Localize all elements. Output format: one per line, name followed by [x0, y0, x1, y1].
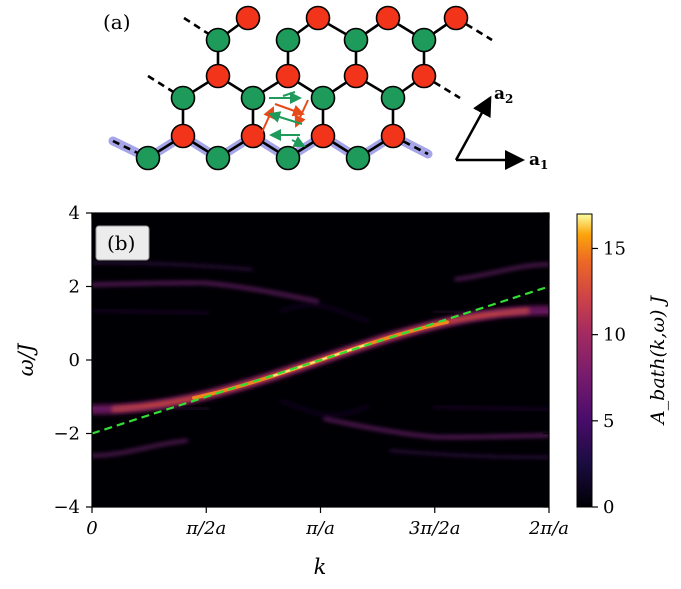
colorbar-tick-label: 10	[603, 325, 626, 346]
honeycomb-lattice	[112, 5, 493, 171]
spectral-band	[92, 406, 210, 410]
dashed-dispersion-line	[92, 285, 549, 435]
lattice-sites	[135, 5, 469, 171]
y-tick-label: 4	[69, 203, 80, 224]
x-tick-label: 0	[86, 518, 97, 539]
green-site	[135, 145, 161, 171]
red-site	[343, 63, 369, 89]
green-site	[380, 85, 406, 111]
red-site	[305, 5, 331, 31]
y-ticks: 4 2 0 −2 −4	[53, 203, 549, 518]
a2-label: a2	[494, 84, 513, 106]
y-tick-label: −4	[53, 497, 80, 518]
red-site	[375, 5, 401, 31]
hopping-loop	[261, 91, 309, 147]
y-axis-label: ω/J	[14, 342, 38, 376]
x-tick-label: π/2a	[185, 518, 226, 539]
spectral-band	[454, 263, 549, 281]
spectral-band	[92, 309, 210, 315]
colorbar-tick-label: 0	[603, 497, 614, 518]
green-site	[343, 27, 369, 53]
a1-label: a1	[529, 150, 548, 172]
green-site	[275, 145, 301, 171]
spectral-band	[92, 439, 189, 458]
colorbar-tick-label: 5	[603, 411, 614, 432]
panel-b-label-box	[95, 225, 150, 261]
red-site	[310, 123, 336, 149]
spectral-band	[432, 310, 549, 314]
panel-b-label: (b)	[107, 231, 135, 255]
spectral-band	[92, 261, 254, 271]
red-site	[205, 63, 231, 89]
colorbar-label: A_bath(k,ω) J	[647, 295, 669, 426]
green-site	[310, 85, 336, 111]
spectral-band	[92, 281, 320, 304]
a2-arrow	[454, 95, 492, 161]
y-tick-label: −2	[53, 424, 80, 445]
panel-a-label: (a)	[103, 10, 131, 34]
red-site	[443, 5, 469, 31]
colorbar-ticks: 0 5 10 15	[592, 238, 626, 518]
green-site	[205, 27, 231, 53]
spectral-band	[280, 400, 370, 417]
y-tick-label: 2	[69, 277, 80, 298]
red-site	[380, 123, 406, 149]
green-site	[275, 27, 301, 53]
green-site	[345, 145, 371, 171]
red-site	[240, 123, 266, 149]
lattice-vectors: a1 a2	[454, 84, 548, 172]
y-tick-label: 0	[69, 350, 80, 371]
colorbar-tick-label: 15	[603, 238, 626, 259]
green-site	[205, 145, 231, 171]
panel-b: 0 π/2a π/a 3π/2a 2π/a 4 2 0 −2 −4 (b) k ω/J 0 5 10…	[14, 203, 669, 579]
green-site	[170, 85, 196, 111]
colorbar	[576, 213, 593, 508]
panel-a: (a) a1 a2	[103, 5, 548, 172]
red-site	[170, 123, 196, 149]
x-tick-label: π/a	[305, 518, 335, 539]
x-ticks: 0 π/2a π/a 3π/2a 2π/a	[86, 213, 569, 539]
spectral-band	[280, 303, 370, 322]
x-tick-label: 3π/2a	[409, 518, 461, 539]
spectral-band	[323, 417, 549, 439]
x-tick-label: 2π/a	[528, 518, 569, 539]
green-site	[240, 85, 266, 111]
red-site	[411, 63, 437, 89]
green-site	[411, 27, 437, 53]
spectral-band	[432, 405, 549, 411]
x-axis-label: k	[314, 555, 327, 579]
spectral-band	[389, 449, 549, 459]
red-site	[275, 63, 301, 89]
red-site	[235, 5, 261, 31]
